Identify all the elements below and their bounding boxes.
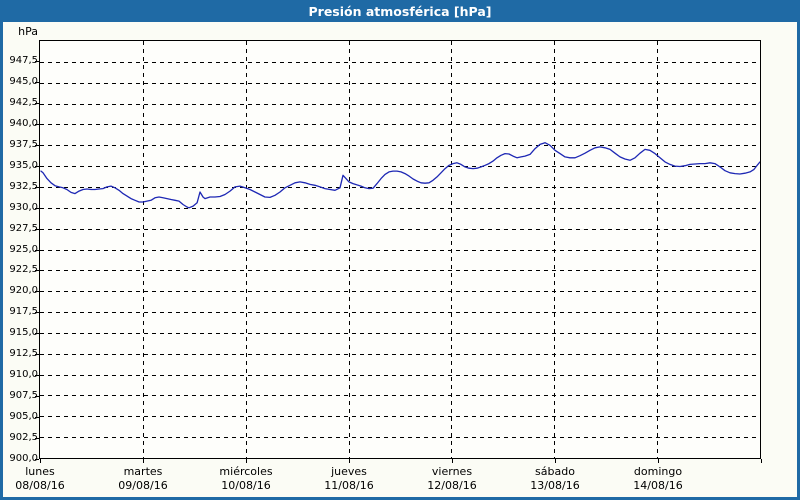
y-axis-tick-label: 917,5 [9,306,38,317]
y-axis-tick-label: 940,0 [9,118,38,129]
y-axis-tick-label: 907,5 [9,390,38,401]
y-axis-tick [35,291,39,292]
x-axis-date-label: 12/08/16 [427,479,477,492]
pressure-series-line [40,142,760,209]
y-axis-tick-label: 915,0 [9,327,38,338]
y-axis-tick-label: 910,0 [9,369,38,380]
x-axis-day-label: jueves [331,465,367,478]
x-axis-day-label: sábado [535,465,575,478]
y-axis-tick-label: 902,5 [9,432,38,443]
pressure-line-chart [40,41,760,458]
y-axis-tick [35,145,39,146]
x-axis-tick [658,459,659,463]
x-axis-tick [143,459,144,463]
y-axis-tick-label: 905,0 [9,411,38,422]
x-axis-date-label: 13/08/16 [530,479,580,492]
y-axis-tick [35,166,39,167]
window-title: Presión atmosférica [hPa] [308,4,492,19]
y-axis-tick [35,312,39,313]
y-axis-tick-label: 945,0 [9,76,38,87]
y-axis-tick-label: 912,5 [9,348,38,359]
x-axis-day-label: martes [123,465,163,478]
chart-canvas: hPa 900,0 902,5 905,0 907,5 910,0 912,5 915,0 9… [3,22,797,497]
y-axis-tick-label: 932,5 [9,181,38,192]
y-axis-tick [35,375,39,376]
x-axis-tick [246,459,247,463]
x-axis-date-label: 08/08/16 [15,479,65,492]
y-axis-tick [35,187,39,188]
x-axis-day-label: miércoles [219,465,273,478]
y-axis-tick-label: 937,5 [9,139,38,150]
y-axis-tick [35,103,39,104]
x-axis-day-label: domingo [633,465,683,478]
y-axis-tick [35,438,39,439]
window-titlebar: Presión atmosférica [hPa] [0,0,800,22]
x-axis-day-label: lunes [25,465,55,478]
y-axis-tick-label: 927,5 [9,223,38,234]
y-axis-tick [35,229,39,230]
x-axis-tick [452,459,453,463]
y-axis-tick [35,396,39,397]
y-axis-tick [35,208,39,209]
y-axis-tick [35,250,39,251]
y-axis-tick-label: 900,0 [9,453,38,464]
x-axis-date-label: 11/08/16 [324,479,374,492]
plot-area [39,40,761,459]
y-axis-tick-label: 935,0 [9,160,38,171]
y-axis-tick [35,333,39,334]
x-axis-tick [40,459,41,463]
y-axis-tick [35,354,39,355]
y-axis-tick [35,82,39,83]
y-axis-tick [35,61,39,62]
y-axis-tick-label: 920,0 [9,285,38,296]
y-axis-tick-label: 930,0 [9,202,38,213]
x-axis-tick [555,459,556,463]
y-axis-tick [35,124,39,125]
x-axis-date-label: 14/08/16 [633,479,683,492]
y-axis-tick-label: 925,0 [9,244,38,255]
y-axis-tick [35,270,39,271]
x-axis-date-label: 10/08/16 [221,479,271,492]
y-axis-tick [35,459,39,460]
y-axis-unit-label: hPa [18,25,38,38]
x-axis-date-label: 09/08/16 [118,479,168,492]
y-axis-tick-label: 922,5 [9,264,38,275]
x-axis-tick [761,459,762,463]
x-axis-tick [349,459,350,463]
y-axis-tick-label: 942,5 [9,97,38,108]
x-axis-day-label: viernes [431,465,473,478]
y-axis-tick [35,417,39,418]
y-axis-tick-label: 947,5 [9,55,38,66]
